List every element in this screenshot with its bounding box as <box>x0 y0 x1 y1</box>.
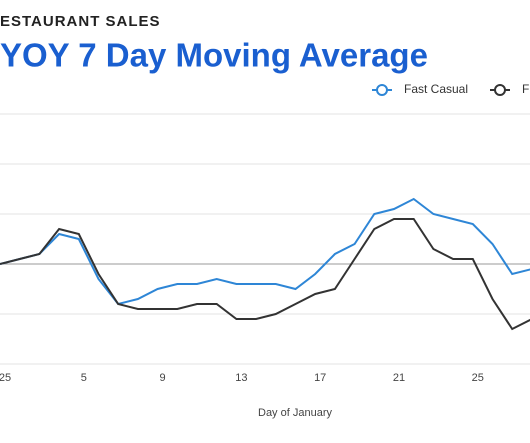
x-tick-label: 21 <box>393 372 405 384</box>
legend-marker <box>494 84 506 96</box>
x-tick-label: 9 <box>160 372 166 384</box>
legend-label: Fast Casual <box>404 82 468 96</box>
chart-supertitle: ESTAURANT SALES <box>0 13 161 30</box>
x-tick-label: 25 <box>472 372 484 384</box>
series-line <box>0 197 530 306</box>
x-tick-label: 17 <box>314 372 326 384</box>
x-tick-label: 13 <box>235 372 247 384</box>
x-axis-title: Day of January <box>258 407 332 419</box>
chart-title: YOY 7 Day Moving Average <box>0 37 428 74</box>
x-tick-label: 5 <box>81 372 87 384</box>
series-line <box>0 218 530 331</box>
legend-label: Fu <box>522 82 530 96</box>
legend-marker <box>376 84 388 96</box>
x-tick-label: 25 <box>0 372 11 384</box>
